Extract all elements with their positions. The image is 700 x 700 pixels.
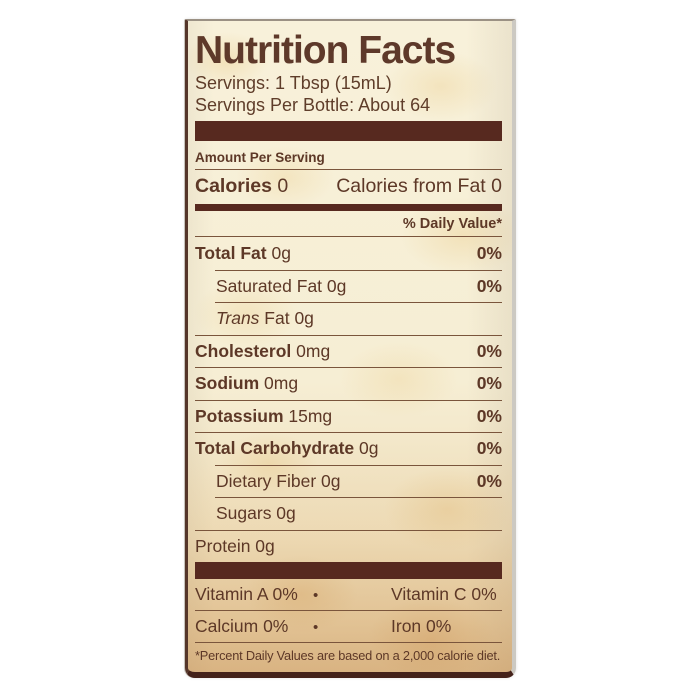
nutrition-label-content: Nutrition Facts Servings: 1 Tbsp (15mL) … bbox=[188, 21, 512, 664]
calcium-value: Calcium 0% bbox=[195, 616, 289, 636]
calories-from-fat: Calories from Fat 0 bbox=[336, 175, 502, 197]
divider-bar-above-vitamins bbox=[195, 562, 502, 579]
nutrient-row-protein: Protein 0g bbox=[195, 529, 502, 563]
vitamin-c-value: Vitamin C 0% bbox=[391, 584, 497, 604]
nutrient-row-potassium: Potassium 15mg 0% bbox=[195, 399, 502, 433]
serving-size-line: Servings: 1 Tbsp (15mL) bbox=[195, 73, 392, 93]
iron-value: Iron 0% bbox=[391, 616, 452, 636]
micronutrient-row-vitamins: Vitamin A 0% • Vitamin C 0% bbox=[195, 579, 502, 611]
nutrient-row-sodium: Sodium 0mg 0% bbox=[195, 367, 502, 400]
nutrient-row-saturated-fat: Saturated Fat 0g 0% bbox=[195, 269, 502, 303]
daily-value: 0% bbox=[476, 243, 502, 263]
nutrition-label-photo: Nutrition Facts Servings: 1 Tbsp (15mL) … bbox=[185, 19, 516, 678]
nutrient-row-total-carbohydrate: Total Carbohydrate 0g 0% bbox=[195, 432, 502, 465]
daily-value-header: % Daily Value* bbox=[195, 211, 502, 237]
calories-label: Calories 0 bbox=[195, 175, 289, 197]
nutrient-row-dietary-fiber: Dietary Fiber 0g 0% bbox=[195, 464, 502, 498]
calories-row: Calories 0 Calories from Fat 0 bbox=[195, 170, 502, 204]
daily-value: 0% bbox=[476, 275, 502, 296]
daily-value: 0% bbox=[476, 470, 502, 491]
nutrient-row-trans-fat: Trans Fat 0g bbox=[195, 302, 502, 335]
bullet-separator: • bbox=[313, 587, 319, 604]
daily-value: 0% bbox=[476, 340, 502, 361]
daily-value: 0% bbox=[476, 405, 502, 426]
bullet-separator: • bbox=[313, 619, 319, 636]
nutrient-row-total-fat: Total Fat 0g 0% bbox=[195, 237, 502, 270]
vitamin-a-value: Vitamin A 0% bbox=[195, 584, 298, 604]
daily-value-footnote: *Percent Daily Values are based on a 2,0… bbox=[195, 648, 501, 663]
daily-value: 0% bbox=[476, 438, 502, 458]
micronutrient-row-minerals: Calcium 0% • Iron 0% bbox=[195, 611, 502, 643]
amount-per-serving-label: Amount Per Serving bbox=[195, 150, 502, 170]
nutrition-facts-title: Nutrition Facts bbox=[195, 29, 456, 72]
nutrient-row-cholesterol: Cholesterol 0mg 0% bbox=[195, 334, 502, 368]
divider-bar-under-calories bbox=[195, 204, 502, 211]
servings-per-bottle-line: Servings Per Bottle: About 64 bbox=[195, 95, 431, 115]
nutrient-row-sugars: Sugars 0g bbox=[195, 497, 502, 530]
divider-bar-thick-top bbox=[195, 121, 502, 141]
daily-value: 0% bbox=[476, 373, 502, 393]
